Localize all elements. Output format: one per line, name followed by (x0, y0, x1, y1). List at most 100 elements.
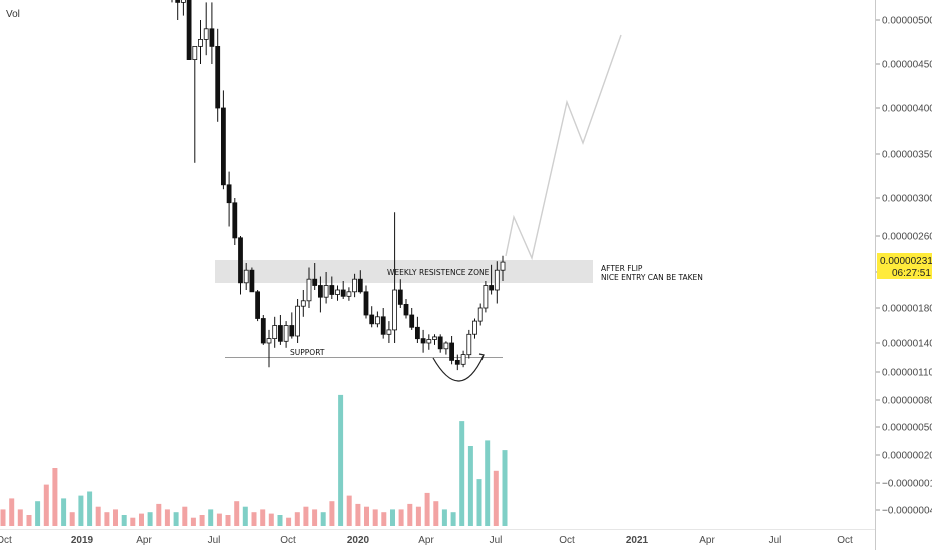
volume-bar (338, 394, 344, 526)
volume-bar (312, 509, 318, 526)
volume-bar (320, 512, 326, 526)
volume-bar (35, 501, 41, 526)
candle (243, 263, 249, 290)
volume-bar (17, 509, 23, 526)
volume-bar (364, 506, 369, 526)
candle (437, 334, 443, 353)
y-tick-label: 0.00000080 (882, 396, 932, 407)
candle (374, 311, 380, 328)
current-price-tag: 0.00000231 06:27:51 (877, 253, 932, 279)
y-tick-label: −0.00000040 (882, 506, 932, 517)
x-tick-label: Oct (837, 535, 853, 546)
x-tick-label: Jul (208, 535, 221, 546)
y-tick-label: 0.00000050 (882, 423, 932, 434)
volume-bar (87, 491, 93, 526)
candle (209, 2, 215, 64)
y-tick-label: 0.00000450 (882, 60, 932, 71)
candle (249, 267, 255, 293)
candle (363, 285, 369, 319)
candle (443, 341, 449, 355)
y-tick-label: 0.00000180 (882, 304, 932, 315)
candle (357, 270, 363, 294)
candle (186, 0, 192, 61)
volume-bar (485, 440, 491, 526)
volume-bar (156, 503, 162, 526)
volume-bar (251, 512, 257, 526)
candle (295, 299, 301, 343)
candle (340, 281, 346, 299)
note-line-2: NICE ENTRY CAN BE TAKEN (601, 273, 703, 282)
candle (403, 299, 409, 319)
volume-bar (450, 512, 456, 526)
candle (226, 171, 232, 227)
candle (215, 28, 221, 122)
volume-bar (346, 495, 352, 526)
candle (352, 273, 358, 298)
x-tick-label: Oct (280, 535, 296, 546)
volume-bar (104, 512, 110, 526)
volume-bar (294, 512, 300, 526)
candle (392, 212, 398, 343)
volume-bar (433, 501, 439, 526)
volume-bar (208, 509, 214, 526)
bar-countdown: 06:27:51 (892, 268, 931, 279)
volume-bar (242, 506, 248, 526)
volume-bar (43, 484, 49, 526)
candle (414, 316, 420, 343)
candle (300, 290, 306, 317)
x-tick-label: Apr (136, 535, 152, 546)
volume-bar (268, 513, 274, 526)
candle (494, 261, 500, 304)
candle (477, 303, 483, 326)
volume-bar (69, 512, 75, 526)
y-tick-label: 0.00000260 (882, 232, 932, 243)
candle (312, 263, 318, 290)
volume-bar (493, 470, 499, 526)
candle (220, 90, 226, 190)
y-tick-label: 0.00000140 (882, 339, 932, 350)
candle (466, 329, 472, 359)
volume-bar (390, 509, 395, 526)
volume-bar (147, 512, 153, 526)
candle (306, 267, 312, 308)
candle (323, 272, 329, 304)
volume-bar (303, 506, 309, 526)
candle (397, 279, 403, 308)
volume-bar (173, 512, 179, 526)
candle (232, 198, 238, 245)
candle (449, 336, 455, 365)
candle (277, 315, 283, 345)
x-tick-label: Jul (490, 535, 503, 546)
volume-bar (372, 509, 378, 526)
volume-bar (164, 509, 170, 526)
volume-bar (234, 501, 240, 526)
candle (346, 287, 352, 301)
volume-bar (130, 517, 136, 526)
x-tick-label: 2019 (71, 535, 94, 546)
y-tick-label: 0.00000500 (882, 16, 932, 27)
y-tick-label: 0.00000020 (882, 451, 932, 462)
y-tick-label: 0.00000110 (882, 368, 932, 379)
volume-bar (182, 506, 188, 526)
volume-bar (260, 509, 266, 526)
candle (454, 354, 460, 371)
rounded-bottom-curve (432, 355, 484, 382)
volume-bar (190, 517, 196, 526)
candle (289, 312, 295, 339)
resistance-zone-label: WEEKLY RESISTENCE ZONE (387, 268, 490, 277)
candle (386, 321, 392, 343)
volume-bar (52, 468, 58, 526)
volume-bar (398, 509, 404, 526)
candle (203, 2, 209, 56)
candle (329, 276, 335, 299)
candle (426, 334, 432, 350)
y-tick-label: 0.00000400 (882, 104, 932, 115)
candle (175, 0, 181, 20)
volume-bar (113, 509, 118, 526)
x-tick-label: 2020 (347, 535, 370, 546)
volume-bar (415, 506, 421, 526)
support-label: SUPPORT (290, 348, 325, 357)
candle (420, 329, 426, 353)
